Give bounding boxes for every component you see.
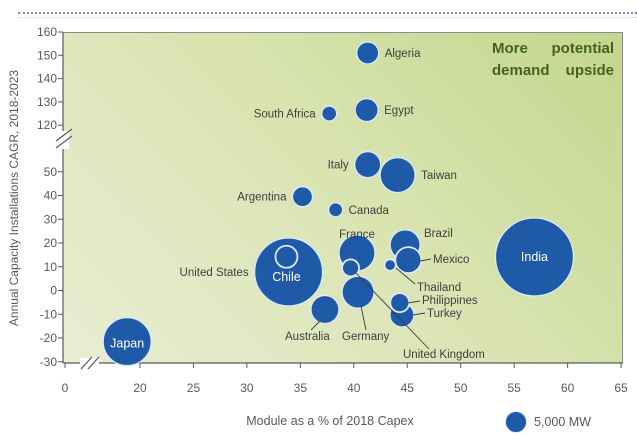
leader-line-united-kingdom bbox=[354, 271, 430, 350]
bubble-united-states bbox=[253, 237, 324, 307]
x-tick-label-50: 50 bbox=[454, 381, 468, 395]
x-axis-break-gap bbox=[80, 358, 99, 368]
legend-label: 5,000 MW bbox=[534, 415, 591, 429]
y-axis-title: Annual Capacity Installations CAGR, 2018… bbox=[7, 69, 21, 327]
country-label-australia: Australia bbox=[285, 331, 330, 343]
annotation-word: demand bbox=[492, 62, 550, 79]
x-tick-label-55: 55 bbox=[507, 381, 521, 395]
x-tick-label-0: 0 bbox=[62, 381, 69, 395]
leader-line-thailand bbox=[395, 267, 416, 285]
annotation-word: upside bbox=[565, 62, 614, 79]
country-label-mexico: Mexico bbox=[433, 254, 469, 266]
bubble-south-africa bbox=[321, 105, 338, 122]
leader-line-turkey bbox=[412, 312, 426, 316]
country-label-turkey: Turkey bbox=[427, 308, 462, 320]
top-dotted-rule bbox=[18, 12, 637, 14]
country-label-france: France bbox=[339, 229, 375, 241]
country-label-united-kingdom: United Kingdom bbox=[403, 349, 485, 361]
y-axis-break-slash bbox=[55, 135, 73, 149]
bubble-mexico bbox=[394, 246, 423, 275]
y-tick-label--30: -30 bbox=[40, 355, 58, 369]
y-tick-label-30: 30 bbox=[44, 212, 58, 226]
leader-line-australia bbox=[310, 320, 321, 331]
x-tick-label-40: 40 bbox=[347, 381, 361, 395]
y-tick-label-20: 20 bbox=[44, 236, 58, 250]
y-tick-label-150: 150 bbox=[37, 48, 57, 62]
bubble-germany bbox=[341, 275, 375, 309]
y-axis-break-slash bbox=[55, 128, 73, 142]
country-label-germany: Germany bbox=[342, 331, 390, 343]
x-tick-label-20: 20 bbox=[133, 381, 147, 395]
country-label-italy: Italy bbox=[328, 160, 349, 172]
bubble-taiwan bbox=[379, 156, 416, 194]
bubble-japan bbox=[102, 316, 152, 367]
bubble-chile bbox=[274, 244, 299, 269]
bubble-egypt bbox=[354, 97, 379, 123]
leader-line-mexico bbox=[419, 258, 432, 262]
bubble-india bbox=[494, 217, 575, 297]
country-label-egypt: Egypt bbox=[384, 105, 414, 117]
legend-bubble-icon bbox=[505, 411, 527, 433]
country-label-taiwan: Taiwan bbox=[421, 170, 457, 182]
bubble-algeria bbox=[356, 41, 380, 65]
country-label-japan: Japan bbox=[110, 337, 144, 351]
y-tick-label-160: 160 bbox=[37, 25, 57, 39]
annotation-line-2: demand upside bbox=[492, 60, 614, 82]
annotation-more-potential-demand-upside: More potential demand upside bbox=[492, 38, 614, 82]
y-tick-label-40: 40 bbox=[44, 189, 58, 203]
y-tick-label-120: 120 bbox=[37, 118, 57, 132]
leader-line-germany bbox=[360, 305, 367, 331]
country-label-chile: Chile bbox=[272, 270, 301, 284]
x-axis-break-slash bbox=[80, 356, 93, 370]
bubble-australia bbox=[310, 294, 340, 325]
country-label-united-states: United States bbox=[180, 267, 249, 279]
x-tick-label-30: 30 bbox=[240, 381, 254, 395]
country-label-thailand: Thailand bbox=[417, 282, 461, 294]
country-label-canada: Canada bbox=[349, 205, 390, 217]
annotation-line-1: More potential bbox=[492, 38, 614, 60]
y-tick-label--10: -10 bbox=[40, 307, 58, 321]
bubble-canada bbox=[327, 202, 344, 218]
y-tick-label-140: 140 bbox=[37, 72, 57, 86]
bubble-thailand bbox=[383, 258, 397, 272]
country-label-algeria: Algeria bbox=[385, 48, 421, 60]
country-label-brazil: Brazil bbox=[424, 228, 453, 240]
y-tick-label-130: 130 bbox=[37, 95, 57, 109]
country-label-argentina: Argentina bbox=[237, 192, 287, 204]
x-tick-label-35: 35 bbox=[294, 381, 308, 395]
bubble-philippines bbox=[389, 292, 411, 314]
x-axis-break-slash bbox=[87, 356, 100, 370]
plot-area bbox=[63, 32, 623, 363]
bubble-italy bbox=[354, 150, 382, 179]
y-tick-label-0: 0 bbox=[50, 284, 57, 298]
x-axis-title: Module as a % of 2018 Capex bbox=[246, 414, 414, 428]
country-label-india: India bbox=[521, 250, 548, 264]
annotation-word: potential bbox=[551, 40, 615, 57]
y-tick-label--20: -20 bbox=[40, 331, 58, 345]
bubble-argentina bbox=[291, 186, 314, 208]
size-legend: 5,000 MW bbox=[505, 411, 591, 433]
top-dotted-rule-secondary bbox=[18, 17, 637, 18]
y-tick-label-50: 50 bbox=[44, 165, 58, 179]
x-tick-label-60: 60 bbox=[561, 381, 575, 395]
x-tick-label-65: 65 bbox=[614, 381, 628, 395]
country-label-south-africa: South Africa bbox=[254, 109, 317, 121]
leader-line-philippines bbox=[407, 300, 421, 304]
country-label-philippines: Philippines bbox=[422, 295, 478, 307]
annotation-word: More bbox=[492, 40, 528, 57]
x-tick-label-25: 25 bbox=[187, 381, 201, 395]
y-tick-label-10: 10 bbox=[44, 260, 58, 274]
x-tick-label-45: 45 bbox=[401, 381, 415, 395]
